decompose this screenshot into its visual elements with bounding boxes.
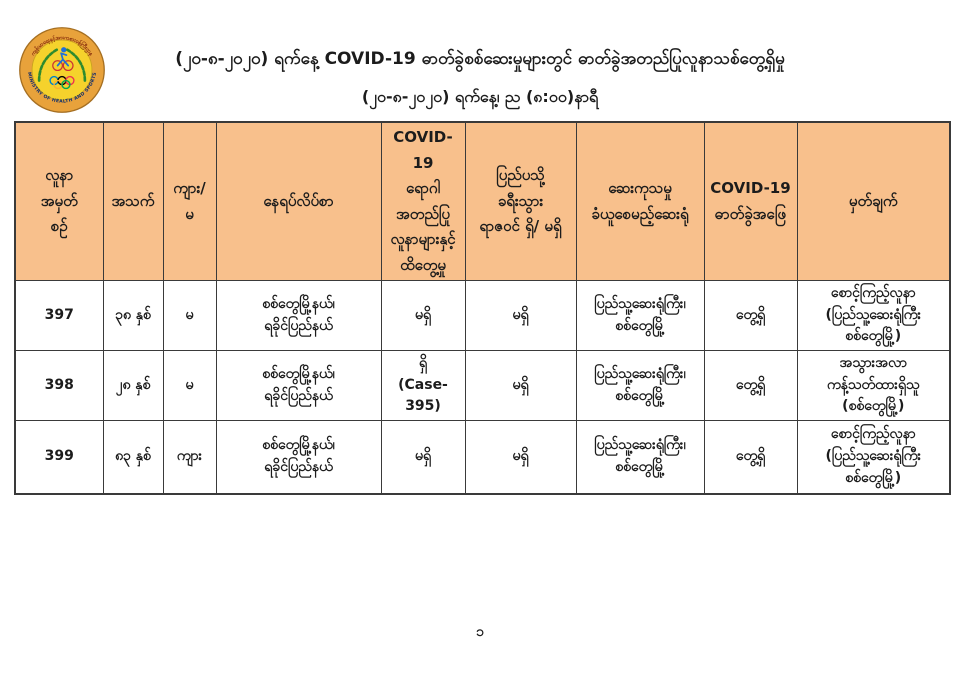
cell-contact-history: ရှိ (Case-395) xyxy=(380,350,466,422)
header-hospital: ဆေးကုသမှု ခံယူစေမည့်ဆေးရုံ xyxy=(575,121,705,281)
cell-hospital: ပြည်သူ့ဆေးရုံကြီး၊ စစ်တွေမြို့ xyxy=(575,420,705,495)
olympic-rings-icon xyxy=(49,75,75,90)
cell-address: စစ်တွေမြို့နယ်၊ ရခိုင်ပြည်နယ် xyxy=(215,350,382,422)
header-patient-serial: လူနာ အမှတ် စဉ် xyxy=(14,121,104,281)
header-contact-history: COVID-19 ရောဂါ အတည်ပြု လူနာများနှင့် ထိတ… xyxy=(380,121,466,281)
cell-lab-result: တွေ့ရှိ xyxy=(703,350,798,422)
cell-gender: မ xyxy=(162,279,217,352)
cell-patient-serial: 399 xyxy=(14,420,104,495)
logo-inner-circle xyxy=(31,39,93,101)
cell-patient-serial: 398 xyxy=(14,350,104,422)
page-subtitle: (၂၀-၈-၂၀၂၀) ရက်နေ့၊ ည (၈:၀၀)နာရီ xyxy=(361,87,599,107)
cell-remarks: အသွားအလာ ကန့်သတ်ထားရှိသူ (စစ်တွေမြို့) xyxy=(796,350,951,422)
cell-address: စစ်တွေမြို့နယ်၊ ရခိုင်ပြည်နယ် xyxy=(215,279,382,352)
cell-travel-history: မရှိ xyxy=(464,420,577,495)
cell-gender: မ xyxy=(162,350,217,422)
table-row: 399 ၈၃ နှစ် ကျား စစ်တွေမြို့နယ်၊ ရခိုင်ပ… xyxy=(14,420,951,495)
cell-contact-history: မရှိ xyxy=(380,420,466,495)
table-header-row: လူနာ အမှတ် စဉ် အသက် ကျား/ မ နေရပ်လိပ်စာ … xyxy=(14,121,951,281)
cell-remarks: စောင့်ကြည့်လူနာ (ပြည်သူ့ဆေးရုံကြီး စစ်တွ… xyxy=(796,279,951,352)
cell-patient-serial: 397 xyxy=(14,279,104,352)
table-row: 397 ၃၈ နှစ် မ စစ်တွေမြို့နယ်၊ ရခိုင်ပြည်… xyxy=(14,279,951,352)
header-address: နေရပ်လိပ်စာ xyxy=(215,121,382,281)
cell-age: ၈၃ နှစ် xyxy=(102,420,164,495)
cell-travel-history: မရှိ xyxy=(464,350,577,422)
cell-lab-result: တွေ့ရှိ xyxy=(703,420,798,495)
cell-travel-history: မရှိ xyxy=(464,279,577,352)
header-travel-history: ပြည်ပသို့ ခရီးသွား ရာဇဝင် ရှိ/ မရှိ xyxy=(464,121,577,281)
title-block: (၂၀-၈-၂၀၂၀) ရက်နေ့ COVID-19 ဓာတ်ခွဲစစ်ဆေ… xyxy=(0,48,960,108)
header-remarks: မှတ်ချက် xyxy=(796,121,951,281)
cell-hospital: ပြည်သူ့ဆေးရုံကြီး၊ စစ်တွေမြို့ xyxy=(575,350,705,422)
cell-lab-result: တွေ့ရှိ xyxy=(703,279,798,352)
page-number: ၁ xyxy=(476,624,484,640)
cell-age: ၂၈ နှစ် xyxy=(102,350,164,422)
cell-remarks: စောင့်ကြည့်လူနာ (ပြည်သူ့ဆေးရုံကြီး စစ်တွ… xyxy=(796,420,951,495)
header-gender: ကျား/ မ xyxy=(162,121,217,281)
covid-case-table: လူနာ အမှတ် စဉ် အသက် ကျား/ မ နေရပ်လိပ်စာ … xyxy=(14,121,951,495)
table-row: 398 ၂၈ နှစ် မ စစ်တွေမြို့နယ်၊ ရခိုင်ပြည်… xyxy=(14,350,951,422)
cell-contact-history: မရှိ xyxy=(380,279,466,352)
header-lab-result: COVID-19 ဓာတ်ခွဲအဖြေ xyxy=(703,121,798,281)
cell-address: စစ်တွေမြို့နယ်၊ ရခိုင်ပြည်နယ် xyxy=(215,420,382,495)
cyclist-icon xyxy=(52,47,74,72)
cell-age: ၃၈ နှစ် xyxy=(102,279,164,352)
cell-gender: ကျား xyxy=(162,420,217,495)
header-age: အသက် xyxy=(102,121,164,281)
cell-hospital: ပြည်သူ့ဆေးရုံကြီး၊ စစ်တွေမြို့ xyxy=(575,279,705,352)
laurel-left-icon xyxy=(37,48,59,82)
page-title: (၂၀-၈-၂၀၂၀) ရက်နေ့ COVID-19 ဓာတ်ခွဲစစ်ဆေ… xyxy=(175,49,785,69)
laurel-right-icon xyxy=(65,48,87,82)
ministry-of-health-and-sports-logo: ကျန်းမာရေးနှင့်အားကစားဝန်ကြီးဌာန MINISTR… xyxy=(19,27,105,113)
